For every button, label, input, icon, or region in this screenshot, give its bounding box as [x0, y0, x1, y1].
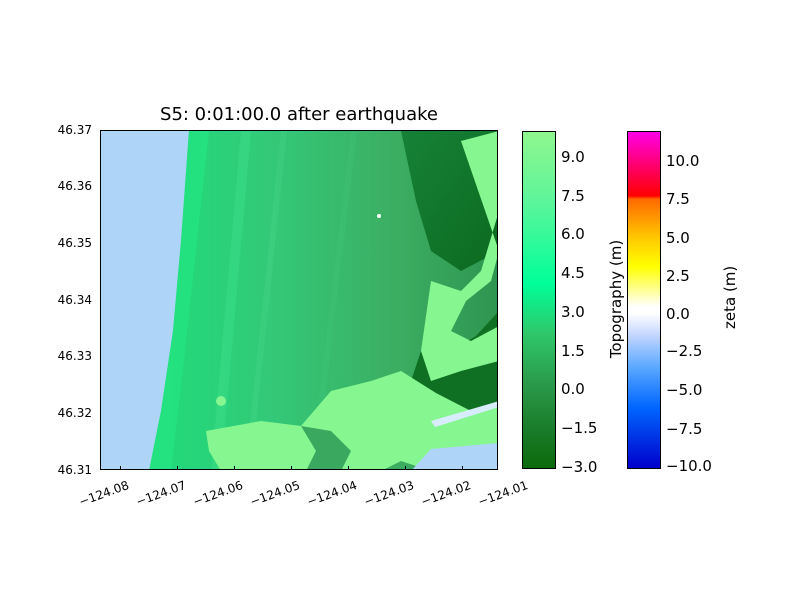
topography-map — [100, 130, 498, 470]
lat-tick: 46.34 — [57, 293, 92, 307]
channel — [301, 426, 351, 469]
zeta-tick: 2.5 — [666, 267, 690, 285]
zeta-tick: 0.0 — [666, 305, 690, 323]
zeta-tick: −7.5 — [666, 420, 703, 438]
zeta-tick: 10.0 — [666, 152, 700, 170]
lon-tick-mark — [462, 466, 463, 470]
zeta-label: zeta (m) — [721, 265, 739, 329]
topo-tick: 9.0 — [561, 148, 585, 166]
lat-tick: 46.35 — [57, 236, 92, 250]
topo-tick: 7.5 — [561, 187, 585, 205]
topography-colorbar — [522, 131, 556, 469]
lon-tick-mark — [177, 466, 178, 470]
topo-tick: 6.0 — [561, 225, 585, 243]
lon-tick-mark — [348, 466, 349, 470]
topo-tick: 1.5 — [561, 342, 585, 360]
lat-tick: 46.33 — [57, 349, 92, 363]
lat-tick: 46.37 — [57, 123, 92, 137]
figure-title: S5: 0:01:00.0 after earthquake — [160, 104, 438, 125]
zeta-tick: −5.0 — [666, 381, 703, 399]
bay-water — [412, 443, 497, 469]
upland-south — [206, 371, 497, 469]
topo-tick: 3.0 — [561, 303, 585, 321]
lat-tick: 46.31 — [57, 463, 92, 477]
lon-tick-mark — [291, 466, 292, 470]
zeta-colorbar — [627, 131, 661, 469]
topo-tick: 4.5 — [561, 264, 585, 282]
topo-tick: −3.0 — [561, 458, 598, 476]
lat-tick: 46.36 — [57, 179, 92, 193]
topography-label: Topography (m) — [607, 239, 625, 359]
lon-tick-mark — [405, 466, 406, 470]
zeta-tick: −2.5 — [666, 342, 703, 360]
map-image — [101, 131, 497, 469]
zeta-tick: 5.0 — [666, 229, 690, 247]
lat-tick: 46.32 — [57, 406, 92, 420]
topo-tick: 0.0 — [561, 380, 585, 398]
topo-tick: −1.5 — [561, 419, 598, 437]
zeta-tick: 7.5 — [666, 190, 690, 208]
zeta-tick: −10.0 — [666, 457, 712, 475]
beach-strip — [149, 131, 209, 469]
lon-tick-mark — [234, 466, 235, 470]
upland-east — [421, 281, 497, 381]
lon-tick-mark — [120, 466, 121, 470]
